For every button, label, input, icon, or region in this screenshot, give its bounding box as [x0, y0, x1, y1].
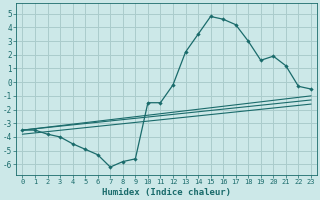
X-axis label: Humidex (Indice chaleur): Humidex (Indice chaleur) — [102, 188, 231, 197]
